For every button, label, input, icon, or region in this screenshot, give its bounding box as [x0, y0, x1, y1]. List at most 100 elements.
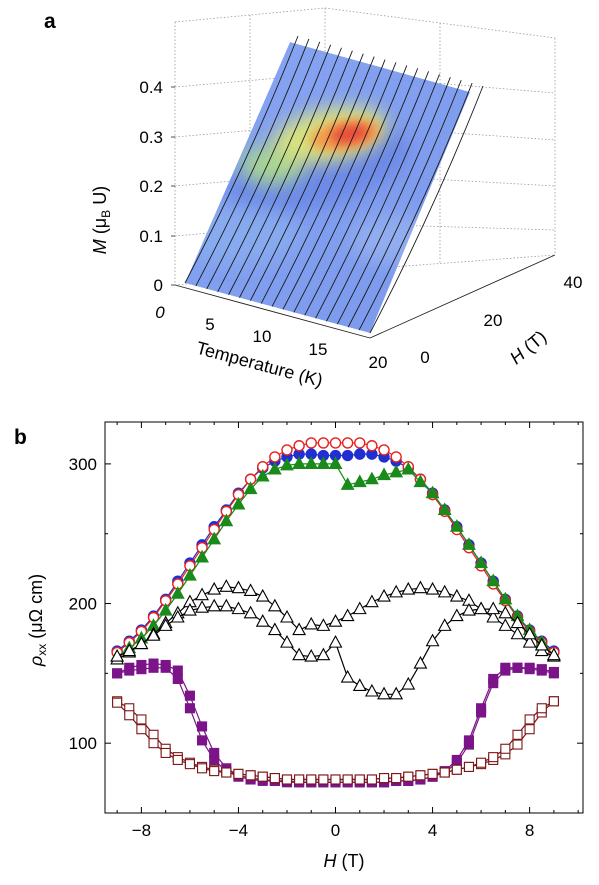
data-point	[488, 752, 499, 763]
data-point	[352, 474, 367, 488]
t-tick-label: 5	[205, 315, 214, 334]
h-tick-label: 40	[564, 273, 583, 292]
data-point	[449, 608, 464, 622]
data-point	[330, 774, 341, 785]
t-tick-label: 10	[253, 327, 272, 346]
data-point	[112, 668, 123, 679]
data-point	[207, 598, 222, 612]
data-point	[257, 771, 268, 782]
data-point	[512, 729, 523, 740]
data-point	[463, 739, 475, 750]
data-point	[292, 647, 307, 661]
data-point	[184, 759, 195, 770]
data-point	[124, 710, 135, 721]
data-point	[352, 601, 367, 615]
data-point	[476, 757, 487, 768]
data-point	[524, 714, 535, 725]
z-axis-ticks	[171, 86, 175, 286]
surface-curve	[206, 41, 321, 290]
data-point	[377, 686, 391, 700]
surface-curve	[217, 44, 332, 293]
surface-curve	[184, 35, 299, 284]
t-tick-label: 20	[369, 353, 388, 372]
data-point	[486, 573, 501, 587]
data-point	[536, 703, 547, 714]
data-point	[328, 634, 343, 648]
data-point	[413, 655, 428, 669]
data-point	[269, 773, 280, 784]
data-point	[209, 747, 220, 759]
data-point	[510, 626, 525, 640]
data-point	[233, 768, 244, 779]
x-tick-label: −4	[229, 821, 248, 840]
data-point	[255, 588, 270, 602]
data-point	[462, 537, 476, 550]
data-point	[305, 437, 317, 449]
data-point	[197, 763, 208, 774]
t-tick-label: 0	[155, 303, 165, 322]
data-point	[377, 588, 391, 602]
surface-curve	[336, 77, 451, 325]
panel-b-label: b	[14, 426, 27, 449]
data-point	[437, 618, 452, 631]
surface	[185, 42, 470, 333]
data-point	[524, 724, 535, 735]
data-point	[486, 609, 501, 623]
data-point	[267, 622, 282, 636]
data-point	[548, 696, 559, 707]
data-point	[340, 477, 355, 490]
data-point	[304, 616, 319, 630]
data-point	[207, 531, 222, 545]
data-point	[281, 774, 293, 785]
data-point	[498, 605, 513, 619]
data-point	[182, 567, 197, 581]
data-point	[195, 600, 209, 613]
data-point	[170, 609, 185, 623]
data-point	[195, 549, 209, 563]
data-point	[160, 747, 171, 759]
data-point	[401, 461, 416, 475]
series-8	[112, 696, 559, 785]
data-point	[366, 440, 378, 452]
data-point	[122, 643, 137, 657]
data-point	[425, 485, 440, 499]
data-point	[403, 771, 414, 782]
surface-chart: 0 0.1 0.2 0.3 0.4 M (μB U) 0 5 10 15 20 …	[90, 7, 583, 391]
data-point	[146, 628, 161, 641]
data-point	[219, 579, 234, 592]
t-tick-label: 15	[309, 340, 328, 359]
series-line	[116, 700, 555, 781]
data-point	[390, 451, 402, 463]
data-point	[364, 683, 379, 697]
data-point	[548, 666, 559, 678]
data-point	[352, 678, 367, 691]
data-point	[522, 626, 537, 640]
data-point	[182, 602, 197, 616]
data-point	[341, 449, 354, 462]
data-point	[292, 456, 307, 469]
data-point	[413, 580, 428, 594]
data-point	[366, 774, 377, 785]
data-point	[231, 580, 246, 594]
data-point	[340, 608, 355, 622]
surface-curve	[293, 65, 408, 313]
data-point	[197, 735, 208, 746]
data-point	[207, 581, 222, 595]
series-7	[112, 696, 559, 785]
data-point	[512, 662, 523, 673]
data-point	[316, 618, 331, 631]
y-tick-label: 300	[69, 455, 97, 474]
data-point	[498, 618, 513, 631]
data-point	[329, 437, 342, 449]
data-point	[245, 770, 256, 781]
data-point	[413, 474, 428, 488]
surface-curve	[347, 79, 462, 328]
box-front-edges	[174, 254, 556, 339]
data-point	[462, 602, 476, 616]
z-axis-label: M (μB U)	[90, 186, 113, 254]
data-point	[158, 602, 173, 616]
data-point	[378, 773, 390, 784]
tick-labels: −8 −4 0 4 8 100 200 300	[69, 455, 535, 840]
data-point	[451, 764, 462, 775]
data-point	[221, 767, 232, 778]
